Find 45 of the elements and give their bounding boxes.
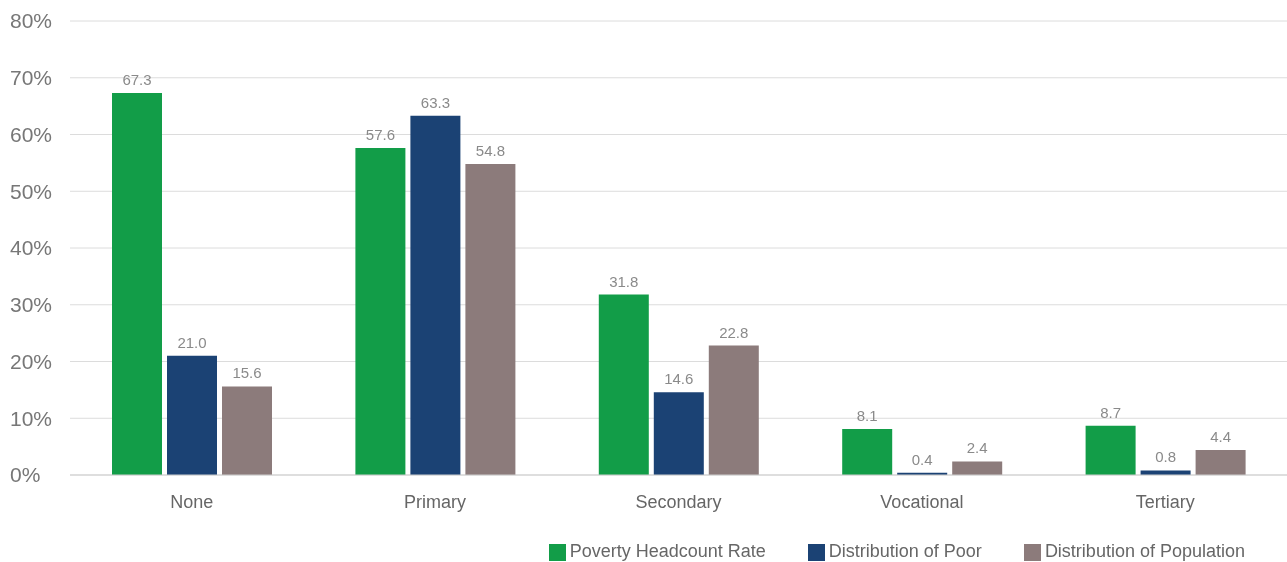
data-label: 4.4 [1210,428,1232,446]
bar [1085,425,1136,475]
legend-label: Distribution of Population [1044,541,1245,561]
y-tick-label: 40% [10,236,53,260]
bar [355,148,406,475]
bar [708,345,759,475]
y-tick-label: 50% [10,179,53,203]
data-label: 63.3 [420,93,450,111]
bar [410,115,461,475]
x-tick-label: Tertiary [1135,491,1195,512]
data-label: 0.8 [1155,448,1177,466]
legend-label: Distribution of Poor [828,541,982,561]
data-label: 0.4 [911,450,933,468]
y-tick-label: 70% [10,66,53,90]
bar [952,461,1003,475]
x-tick-label: Secondary [635,491,722,512]
y-tick-label: 0% [10,463,41,487]
y-tick-label: 10% [10,406,53,430]
data-label: 14.6 [664,370,694,388]
bar [653,392,704,475]
data-label: 2.4 [966,439,988,457]
bar [222,386,272,475]
data-label: 31.8 [609,272,639,290]
bar [842,429,893,475]
x-tick-label: Primary [404,491,467,512]
bar [167,355,217,475]
bar [598,294,649,475]
y-tick-label: 80% [10,9,53,33]
bar [112,93,162,475]
legend-label: Poverty Headcount Rate [569,541,766,561]
data-label: 67.3 [122,71,152,89]
bar [1195,450,1246,475]
data-label: 57.6 [365,126,395,144]
data-label: 21.0 [177,333,207,351]
data-label: 54.8 [475,142,505,160]
bar [465,164,516,475]
data-label: 8.7 [1100,403,1122,421]
data-label: 22.8 [719,323,749,341]
data-label: 15.6 [232,364,262,382]
y-tick-label: 60% [10,122,53,146]
data-label: 8.1 [856,407,878,425]
y-tick-label: 20% [10,349,53,373]
y-tick-label: 30% [10,293,53,317]
x-tick-label: None [170,491,214,512]
x-tick-label: Vocational [880,491,964,512]
